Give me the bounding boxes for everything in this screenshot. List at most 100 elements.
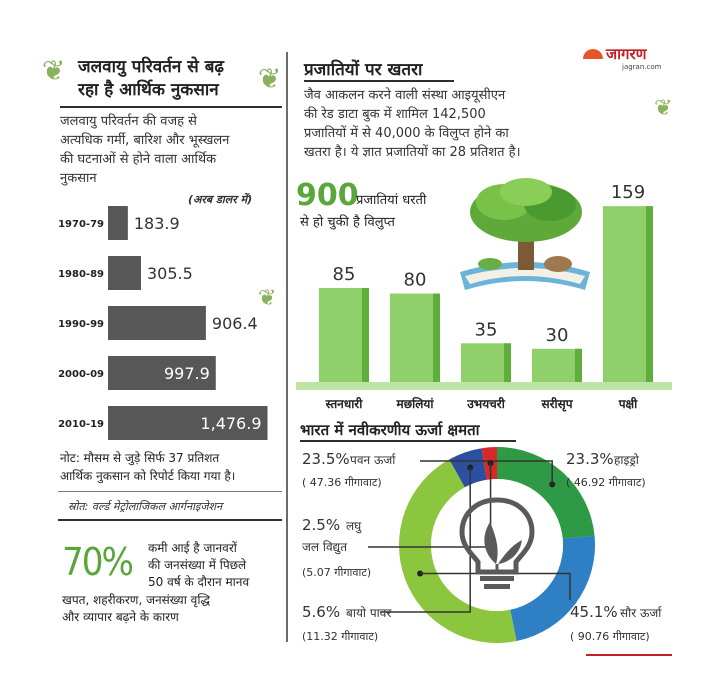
- loss-bars-svg: 1970-79 183.9 1980-89 305.5 1990-99 906.4 2000…: [58, 206, 268, 440]
- loss-category-label: 2000-09: [58, 369, 104, 380]
- stat-line: और व्यापार बढ़ने के कारण: [62, 610, 179, 624]
- loss-value-label: 997.9: [164, 364, 210, 383]
- species-category-label: पक्षी: [618, 397, 638, 411]
- left-desc-line: जलवायु परिवर्तन की वजह से: [60, 114, 197, 129]
- energy-title-underline: [300, 440, 516, 442]
- stat-line: खपत, शहरीकरण, जनसंख्या वृद्धि: [62, 593, 211, 607]
- leader-line: [380, 467, 471, 613]
- species-bar-chart: 85 स्तनधारी 80 मछलियां 35 उभयचरी 30 सरीसृप 159 पक…: [296, 182, 672, 412]
- column-divider: [286, 52, 288, 642]
- species-category-label: स्तनधारी: [325, 397, 364, 411]
- slice-name-label: बायो पावर: [346, 606, 392, 620]
- logo-name: जागरण: [606, 45, 647, 63]
- species-value-label: 30: [546, 325, 569, 346]
- species-title-underline: [304, 80, 454, 82]
- population-decline-stat: 70%: [62, 540, 134, 584]
- loss-bar-chart: 1970-79 183.9 1980-89 305.5 1990-99 906.4 2000…: [0, 0, 290, 450]
- loss-source: स्रोत: वर्ल्ड मेट्रोलाजिकल आर्गनाइजेशन: [68, 500, 223, 513]
- slice-name-label: हाइड्रो: [614, 453, 640, 467]
- slice-capacity-label: (5.07 गीगावाट): [302, 566, 371, 579]
- loss-category-label: 1990-99: [58, 319, 104, 330]
- left-desc-line: अत्यधिक गर्मी, बारिश और भूस्खलन: [60, 133, 230, 148]
- slice-pct-label: 5.6%: [302, 603, 340, 621]
- note-line: नोट: मौसम से जुड़े सिर्फ 37 प्रतिशत: [60, 451, 220, 465]
- species-desc-line: जैव आकलन करने वाली संस्था आइयूसीएन: [304, 88, 506, 103]
- stat-line: 50 वर्ष के दौरान मानव: [148, 575, 250, 589]
- loss-category-label: 1980-89: [58, 269, 104, 280]
- energy-title: भारत में नवीकरणीय ऊर्जा क्षमता: [300, 421, 480, 439]
- species-bars-svg: 85 स्तनधारी 80 मछलियां 35 उभयचरी 30 सरीसृप 159 पक…: [296, 182, 672, 412]
- energy-slice: [497, 447, 595, 539]
- slice-capacity-label: ( 46.92 गीगावाट): [566, 476, 646, 489]
- loss-bar: [108, 306, 206, 340]
- slice-name-label: सौर ऊर्जा: [620, 606, 662, 620]
- loss-bar: [108, 406, 268, 440]
- slice-name-label: लघु: [346, 519, 362, 534]
- extinct-text-line1: प्रजातियां धरती: [356, 193, 427, 208]
- species-bar: [461, 343, 511, 382]
- species-bar-shade: [646, 206, 653, 382]
- species-value-label: 80: [404, 270, 427, 291]
- leader-line: [420, 460, 553, 485]
- left-title: जलवायु परिवर्तन से बढ़ रहा है आर्थिक नुक…: [78, 56, 278, 102]
- loss-value-label: 906.4: [212, 314, 258, 333]
- note-line: आर्थिक नुकसान को रिपोर्ट किया गया है।: [60, 469, 236, 483]
- slice-capacity-label: (11.32 गीगावाट): [302, 630, 378, 643]
- left-title-line2: रहा है आर्थिक नुकसान: [78, 80, 219, 100]
- left-desc-line: की घटनाओं से होने वाला आर्थिक: [60, 152, 217, 167]
- energy-slice: [399, 459, 517, 643]
- species-bar-shade: [362, 288, 369, 382]
- loss-unit-label: (अरब डालर में): [188, 193, 253, 206]
- species-value-label: 159: [611, 182, 645, 203]
- bottom-accent-line: [586, 654, 672, 656]
- leaf-icon: ❦: [654, 96, 673, 121]
- loss-category-label: 2010-19: [58, 419, 104, 430]
- slice-pct-label: 23.5%: [302, 450, 350, 468]
- slice-pct-label: 2.5%: [302, 516, 340, 534]
- loss-bar: [108, 206, 128, 240]
- loss-bar: [108, 356, 216, 390]
- species-category-label: सरीसृप: [540, 397, 573, 412]
- left-description: जलवायु परिवर्तन की वजह से अत्यधिक गर्मी,…: [60, 112, 284, 188]
- species-description: जैव आकलन करने वाली संस्था आइयूसीएन की रे…: [304, 86, 604, 162]
- loss-note: नोट: मौसम से जुड़े सिर्फ 37 प्रतिशत आर्थ…: [60, 449, 280, 485]
- species-value-label: 35: [475, 319, 498, 340]
- leaf-icon: ❦: [258, 286, 277, 311]
- left-title-line1: जलवायु परिवर्तन से बढ़: [78, 57, 224, 77]
- slice-capacity-label: ( 90.76 गीगावाट): [570, 630, 650, 643]
- species-bar-shade: [575, 348, 582, 382]
- species-category-label: मछलियां: [396, 397, 435, 411]
- species-bar: [532, 348, 582, 382]
- tree-book-illustration: [460, 178, 590, 290]
- species-bar-shade: [504, 343, 511, 382]
- species-category-label: उभयचरी: [466, 397, 506, 411]
- slice-pct-label: 45.1%: [570, 603, 618, 621]
- loss-value-label: 183.9: [134, 214, 180, 233]
- energy-slice: [510, 535, 595, 642]
- species-bar: [390, 293, 440, 382]
- extinct-text-line2: से हो चुकी है विलुप्त: [300, 215, 395, 230]
- species-desc-line: प्रजातियों में से 40,000 के विलुप्त होने…: [304, 126, 509, 141]
- slice-pct-label: 23.3%: [566, 450, 614, 468]
- species-desc-line: खतरा है। ये ज्ञात प्रजातियों का 28 प्रति…: [304, 145, 521, 160]
- population-decline-text: कमी आई है जानवरों की जनसंख्या में पिछले …: [148, 540, 288, 591]
- left-title-underline: [60, 106, 282, 108]
- leaf-icon: ❦: [258, 62, 282, 95]
- species-value-label: 85: [333, 264, 356, 285]
- note-divider: [58, 491, 282, 492]
- jagran-logo: जागरण jagran.com: [580, 44, 670, 76]
- species-baseline: [296, 382, 672, 390]
- slice-name-label: जल विद्युत: [302, 540, 348, 555]
- species-bar: [603, 206, 653, 382]
- logo-site: jagran.com: [622, 63, 662, 71]
- source-underline: [58, 519, 282, 521]
- slice-capacity-label: ( 47.36 गीगावाट): [302, 476, 382, 489]
- species-bar: [319, 288, 369, 382]
- sunrise-icon: [583, 49, 603, 59]
- stat-line: की जनसंख्या में पिछले: [148, 558, 247, 572]
- leaf-icon: ❦: [42, 54, 66, 87]
- slice-name-label: पवन ऊर्जा: [350, 453, 396, 467]
- species-title: प्रजातियों पर खतरा: [304, 60, 423, 80]
